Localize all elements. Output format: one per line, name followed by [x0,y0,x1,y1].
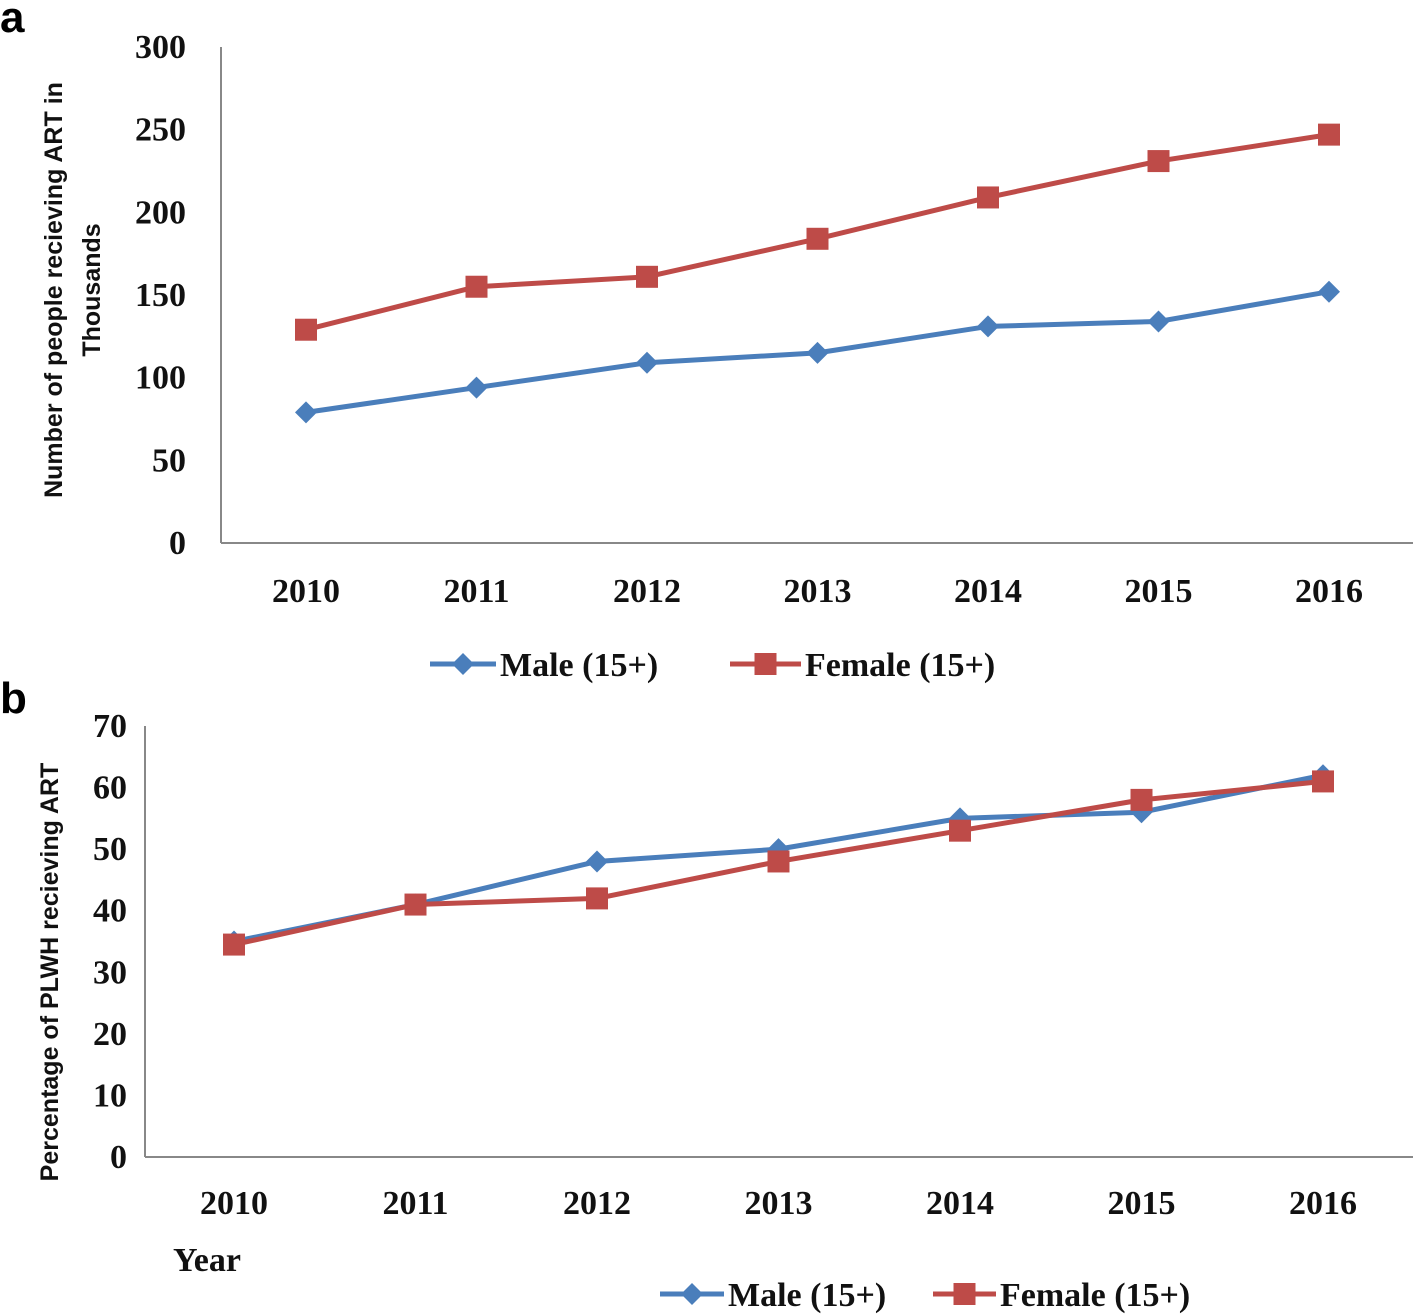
legend-label: Female (15+) [805,647,995,684]
y-tick-label: 30 [93,954,127,991]
data-point [465,275,488,298]
data-point [636,265,658,288]
x-tick-label: 2016 [1289,1185,1357,1222]
y-tick-label: 300 [135,29,186,66]
data-point [1147,150,1170,173]
legend-marker [953,1283,976,1305]
x-tick-label: 2011 [382,1185,448,1222]
panel-b: b 0 10 20 30 40 50 60 70 2010 2011 2012 2013 2014 2015… [0,674,1413,1314]
legend-label: Male (15+) [728,1277,886,1314]
legend-marker [452,653,474,675]
panel-label-b: b [0,674,27,723]
x-tick-label: 2012 [613,573,681,610]
data-point [977,315,999,338]
data-point [949,819,971,842]
y-tick-label: 150 [135,277,186,314]
y-tick-label: 0 [169,525,186,562]
y-tick-label: 10 [93,1077,127,1114]
x-tick-label: 2013 [784,573,852,610]
y-tick-label: 50 [152,442,186,479]
y-tick-label: 20 [93,1016,127,1053]
x-tick-label: 2012 [563,1185,631,1222]
data-point [1147,310,1170,333]
x-tick-label: 2011 [443,573,509,610]
data-point [295,318,317,341]
y-tick-label: 0 [110,1139,127,1176]
panel-a: a 0 50 100 150 200 250 300 2010 2011 2012 2013 2014 2… [0,0,1413,684]
series-female [295,123,1340,341]
y-tick-label: 60 [93,770,127,807]
data-point [586,850,608,873]
legend-marker [754,653,777,675]
x-tick-label: 2016 [1295,573,1363,610]
x-axis-label: Year [173,1242,241,1279]
x-tick-label: 2010 [200,1185,268,1222]
data-point [977,186,999,209]
data-point [1318,123,1340,146]
data-point [1130,788,1153,811]
legend-marker [681,1283,703,1305]
y-axis-label: Thousands [78,223,106,356]
data-point [223,933,245,956]
y-tick-label: 70 [93,708,127,745]
y-axis-label: Number of people recieving ART in [40,82,68,498]
panel-label-a: a [0,0,25,42]
x-tick-label: 2014 [926,1185,994,1222]
x-tick-label: 2013 [745,1185,813,1222]
legend: Male (15+) Female (15+) [660,1277,1190,1314]
y-axis-label: Percentage of PLWH recieving ART [36,763,64,1182]
data-point [465,376,488,399]
y-tick-label: 100 [135,360,186,397]
y-tick-label: 250 [135,112,186,149]
data-point [806,227,829,250]
data-point [295,401,317,424]
data-point [767,850,790,873]
data-point [586,887,608,910]
data-point [806,341,829,364]
legend: Male (15+) Female (15+) [430,647,995,684]
legend-label: Male (15+) [500,647,658,684]
data-point [1318,280,1340,303]
y-tick-label: 200 [135,194,186,231]
x-tick-label: 2014 [954,573,1022,610]
y-tick-label: 50 [93,831,127,868]
legend-label: Female (15+) [1000,1277,1190,1314]
x-tick-label: 2015 [1108,1185,1176,1222]
x-tick-label: 2015 [1125,573,1193,610]
x-tick-label: 2010 [272,573,340,610]
y-tick-label: 40 [93,893,127,930]
data-point [1312,770,1334,793]
series-female [223,770,1334,956]
data-point [636,351,658,374]
series-male [295,280,1340,424]
data-point [404,893,427,916]
